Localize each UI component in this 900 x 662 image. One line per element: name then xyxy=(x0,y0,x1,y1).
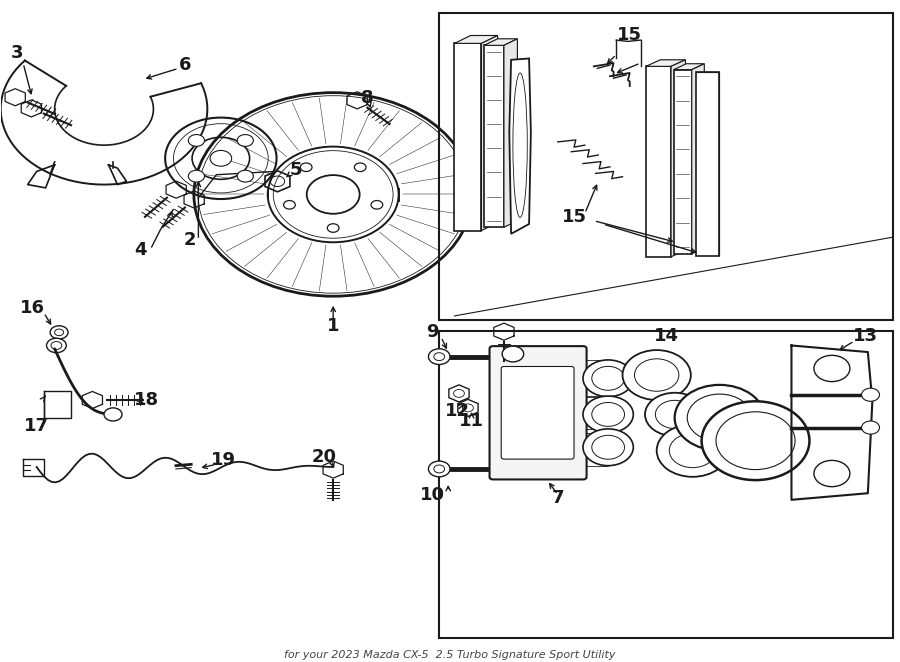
Circle shape xyxy=(583,360,634,397)
Text: for your 2023 Mazda CX-5  2.5 Turbo Signature Sport Utility: for your 2023 Mazda CX-5 2.5 Turbo Signa… xyxy=(284,649,616,659)
Text: 14: 14 xyxy=(653,327,679,346)
Circle shape xyxy=(284,201,295,209)
Circle shape xyxy=(814,355,850,381)
Text: 11: 11 xyxy=(459,412,484,430)
Circle shape xyxy=(502,346,524,362)
Circle shape xyxy=(657,424,729,477)
Text: 16: 16 xyxy=(20,299,45,317)
Text: 5: 5 xyxy=(289,161,302,179)
Polygon shape xyxy=(482,36,498,230)
Circle shape xyxy=(670,434,716,467)
Text: 9: 9 xyxy=(426,323,438,342)
Text: 2: 2 xyxy=(184,232,195,250)
Text: 10: 10 xyxy=(419,486,445,504)
Circle shape xyxy=(428,349,450,365)
Circle shape xyxy=(47,338,67,353)
Bar xyxy=(439,13,893,320)
Polygon shape xyxy=(504,39,518,227)
Polygon shape xyxy=(484,39,518,46)
Circle shape xyxy=(328,224,339,232)
Polygon shape xyxy=(674,70,692,254)
Circle shape xyxy=(434,353,445,361)
Circle shape xyxy=(50,326,68,339)
Text: 15: 15 xyxy=(617,26,643,44)
Circle shape xyxy=(861,388,879,401)
Circle shape xyxy=(188,170,204,182)
Bar xyxy=(439,331,893,638)
Text: 12: 12 xyxy=(445,402,470,420)
Circle shape xyxy=(104,408,122,421)
Circle shape xyxy=(716,412,795,469)
Circle shape xyxy=(655,401,694,428)
Circle shape xyxy=(592,436,625,459)
Text: 17: 17 xyxy=(24,417,50,435)
Text: 3: 3 xyxy=(11,44,23,62)
Polygon shape xyxy=(697,71,719,256)
Circle shape xyxy=(592,402,625,426)
Circle shape xyxy=(428,461,450,477)
FancyBboxPatch shape xyxy=(501,367,574,459)
Circle shape xyxy=(675,385,764,451)
Circle shape xyxy=(861,421,879,434)
Text: 19: 19 xyxy=(212,451,236,469)
Polygon shape xyxy=(646,60,686,66)
Circle shape xyxy=(51,342,62,350)
Circle shape xyxy=(702,401,809,480)
Text: 20: 20 xyxy=(311,448,337,466)
Circle shape xyxy=(623,350,691,400)
Text: 8: 8 xyxy=(361,89,374,107)
Text: 1: 1 xyxy=(327,317,339,335)
Circle shape xyxy=(188,134,204,146)
Polygon shape xyxy=(454,36,498,44)
Circle shape xyxy=(592,366,625,391)
Text: 6: 6 xyxy=(179,56,191,74)
Circle shape xyxy=(307,175,360,214)
Text: 18: 18 xyxy=(134,391,158,409)
Circle shape xyxy=(238,170,254,182)
Polygon shape xyxy=(674,64,705,70)
Text: 7: 7 xyxy=(552,489,564,508)
Polygon shape xyxy=(454,44,482,230)
Polygon shape xyxy=(484,46,504,227)
Circle shape xyxy=(645,393,705,436)
FancyBboxPatch shape xyxy=(490,346,587,479)
Circle shape xyxy=(634,359,679,391)
Circle shape xyxy=(583,429,634,465)
Circle shape xyxy=(55,329,64,336)
Text: 15: 15 xyxy=(562,209,587,226)
Circle shape xyxy=(583,396,634,433)
Polygon shape xyxy=(509,58,531,234)
Text: 4: 4 xyxy=(134,241,146,260)
Circle shape xyxy=(355,163,366,171)
Circle shape xyxy=(434,465,445,473)
Polygon shape xyxy=(646,66,671,257)
Circle shape xyxy=(814,460,850,487)
Polygon shape xyxy=(692,64,705,254)
Circle shape xyxy=(238,134,254,146)
Polygon shape xyxy=(671,60,686,257)
Circle shape xyxy=(688,394,752,442)
Circle shape xyxy=(371,201,382,209)
Circle shape xyxy=(210,150,231,166)
Circle shape xyxy=(301,163,312,171)
Text: 13: 13 xyxy=(852,326,878,345)
